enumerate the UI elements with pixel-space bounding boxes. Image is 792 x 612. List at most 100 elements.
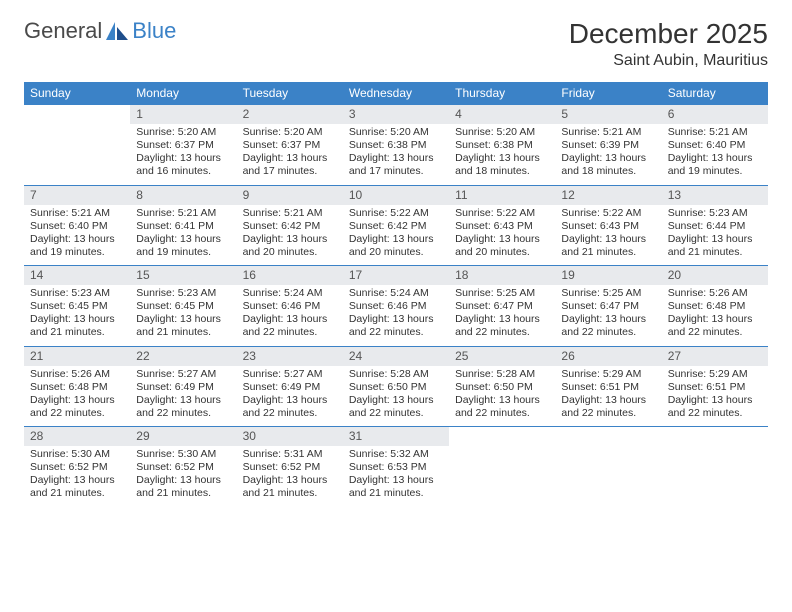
calendar-day-cell: 21Sunrise: 5:26 AMSunset: 6:48 PMDayligh… — [24, 346, 130, 427]
calendar-week-row: . 1Sunrise: 5:20 AMSunset: 6:37 PMDaylig… — [24, 105, 768, 186]
daylight-text: Daylight: 13 hours and 22 minutes. — [243, 313, 337, 339]
day-content: Sunrise: 5:22 AMSunset: 6:43 PMDaylight:… — [555, 205, 661, 266]
day-content: Sunrise: 5:25 AMSunset: 6:47 PMDaylight:… — [449, 285, 555, 346]
sunset-text: Sunset: 6:46 PM — [349, 300, 443, 313]
sunrise-text: Sunrise: 5:29 AM — [561, 368, 655, 381]
daylight-text: Daylight: 13 hours and 19 minutes. — [668, 152, 762, 178]
day-number: 12 — [555, 186, 661, 205]
calendar-day-cell: 26Sunrise: 5:29 AMSunset: 6:51 PMDayligh… — [555, 346, 661, 427]
calendar-week-row: 28Sunrise: 5:30 AMSunset: 6:52 PMDayligh… — [24, 427, 768, 507]
calendar-day-cell: 25Sunrise: 5:28 AMSunset: 6:50 PMDayligh… — [449, 346, 555, 427]
day-number: 13 — [662, 186, 768, 205]
calendar-body: . 1Sunrise: 5:20 AMSunset: 6:37 PMDaylig… — [24, 105, 768, 507]
day-content: Sunrise: 5:21 AMSunset: 6:41 PMDaylight:… — [130, 205, 236, 266]
day-number: 19 — [555, 266, 661, 285]
weekday-header: Sunday — [24, 82, 130, 105]
day-number: 9 — [237, 186, 343, 205]
daylight-text: Daylight: 13 hours and 21 minutes. — [30, 474, 124, 500]
day-content: Sunrise: 5:31 AMSunset: 6:52 PMDaylight:… — [237, 446, 343, 507]
daylight-text: Daylight: 13 hours and 22 minutes. — [349, 313, 443, 339]
calendar-week-row: 14Sunrise: 5:23 AMSunset: 6:45 PMDayligh… — [24, 266, 768, 347]
daylight-text: Daylight: 13 hours and 21 minutes. — [30, 313, 124, 339]
sunrise-text: Sunrise: 5:27 AM — [136, 368, 230, 381]
calendar-day-cell: 5Sunrise: 5:21 AMSunset: 6:39 PMDaylight… — [555, 105, 661, 186]
daylight-text: Daylight: 13 hours and 17 minutes. — [349, 152, 443, 178]
sunrise-text: Sunrise: 5:27 AM — [243, 368, 337, 381]
day-content: Sunrise: 5:28 AMSunset: 6:50 PMDaylight:… — [449, 366, 555, 427]
sunset-text: Sunset: 6:45 PM — [136, 300, 230, 313]
weekday-header: Thursday — [449, 82, 555, 105]
sunset-text: Sunset: 6:52 PM — [30, 461, 124, 474]
sunset-text: Sunset: 6:52 PM — [136, 461, 230, 474]
daylight-text: Daylight: 13 hours and 22 minutes. — [668, 313, 762, 339]
day-content: Sunrise: 5:26 AMSunset: 6:48 PMDaylight:… — [662, 285, 768, 346]
logo: General Blue — [24, 18, 176, 44]
day-content: Sunrise: 5:20 AMSunset: 6:38 PMDaylight:… — [449, 124, 555, 185]
daylight-text: Daylight: 13 hours and 22 minutes. — [455, 313, 549, 339]
daylight-text: Daylight: 13 hours and 19 minutes. — [136, 233, 230, 259]
sunset-text: Sunset: 6:49 PM — [243, 381, 337, 394]
sunset-text: Sunset: 6:48 PM — [668, 300, 762, 313]
sunrise-text: Sunrise: 5:29 AM — [668, 368, 762, 381]
calendar-week-row: 21Sunrise: 5:26 AMSunset: 6:48 PMDayligh… — [24, 346, 768, 427]
day-content: Sunrise: 5:23 AMSunset: 6:44 PMDaylight:… — [662, 205, 768, 266]
sunset-text: Sunset: 6:39 PM — [561, 139, 655, 152]
sunset-text: Sunset: 6:44 PM — [668, 220, 762, 233]
daylight-text: Daylight: 13 hours and 22 minutes. — [136, 394, 230, 420]
daylight-text: Daylight: 13 hours and 22 minutes. — [561, 394, 655, 420]
sunrise-text: Sunrise: 5:22 AM — [349, 207, 443, 220]
daylight-text: Daylight: 13 hours and 21 minutes. — [136, 474, 230, 500]
sunset-text: Sunset: 6:51 PM — [561, 381, 655, 394]
daylight-text: Daylight: 13 hours and 21 minutes. — [243, 474, 337, 500]
daylight-text: Daylight: 13 hours and 22 minutes. — [668, 394, 762, 420]
sunrise-text: Sunrise: 5:24 AM — [243, 287, 337, 300]
sunrise-text: Sunrise: 5:21 AM — [668, 126, 762, 139]
sunset-text: Sunset: 6:40 PM — [668, 139, 762, 152]
logo-word-1: General — [24, 18, 102, 44]
daylight-text: Daylight: 13 hours and 22 minutes. — [243, 394, 337, 420]
day-number: 14 — [24, 266, 130, 285]
day-number: 17 — [343, 266, 449, 285]
sunrise-text: Sunrise: 5:32 AM — [349, 448, 443, 461]
sunset-text: Sunset: 6:48 PM — [30, 381, 124, 394]
calendar-day-cell: 11Sunrise: 5:22 AMSunset: 6:43 PMDayligh… — [449, 185, 555, 266]
calendar-day-cell: 18Sunrise: 5:25 AMSunset: 6:47 PMDayligh… — [449, 266, 555, 347]
day-content: Sunrise: 5:20 AMSunset: 6:37 PMDaylight:… — [130, 124, 236, 185]
sunrise-text: Sunrise: 5:28 AM — [455, 368, 549, 381]
daylight-text: Daylight: 13 hours and 19 minutes. — [30, 233, 124, 259]
day-number: 3 — [343, 105, 449, 124]
sunrise-text: Sunrise: 5:21 AM — [136, 207, 230, 220]
sunrise-text: Sunrise: 5:23 AM — [136, 287, 230, 300]
calendar-table: SundayMondayTuesdayWednesdayThursdayFrid… — [24, 82, 768, 507]
day-number: 29 — [130, 427, 236, 446]
calendar-day-cell: 22Sunrise: 5:27 AMSunset: 6:49 PMDayligh… — [130, 346, 236, 427]
title-block: December 2025 Saint Aubin, Mauritius — [569, 18, 768, 70]
day-content: Sunrise: 5:28 AMSunset: 6:50 PMDaylight:… — [343, 366, 449, 427]
sunrise-text: Sunrise: 5:22 AM — [455, 207, 549, 220]
sunset-text: Sunset: 6:42 PM — [243, 220, 337, 233]
calendar-day-cell: 13Sunrise: 5:23 AMSunset: 6:44 PMDayligh… — [662, 185, 768, 266]
weekday-header: Wednesday — [343, 82, 449, 105]
day-number: 1 — [130, 105, 236, 124]
sunset-text: Sunset: 6:50 PM — [455, 381, 549, 394]
sunrise-text: Sunrise: 5:25 AM — [455, 287, 549, 300]
calendar-day-cell: 30Sunrise: 5:31 AMSunset: 6:52 PMDayligh… — [237, 427, 343, 507]
day-number: 31 — [343, 427, 449, 446]
sunset-text: Sunset: 6:38 PM — [455, 139, 549, 152]
sunrise-text: Sunrise: 5:21 AM — [30, 207, 124, 220]
sunset-text: Sunset: 6:38 PM — [349, 139, 443, 152]
daylight-text: Daylight: 13 hours and 22 minutes. — [455, 394, 549, 420]
sunset-text: Sunset: 6:41 PM — [136, 220, 230, 233]
calendar-day-cell: 24Sunrise: 5:28 AMSunset: 6:50 PMDayligh… — [343, 346, 449, 427]
sunset-text: Sunset: 6:45 PM — [30, 300, 124, 313]
calendar-day-cell: 17Sunrise: 5:24 AMSunset: 6:46 PMDayligh… — [343, 266, 449, 347]
calendar-day-cell: . — [24, 105, 130, 186]
daylight-text: Daylight: 13 hours and 20 minutes. — [455, 233, 549, 259]
sunset-text: Sunset: 6:47 PM — [561, 300, 655, 313]
calendar-day-cell: 3Sunrise: 5:20 AMSunset: 6:38 PMDaylight… — [343, 105, 449, 186]
calendar-day-cell: . — [662, 427, 768, 507]
day-number: 8 — [130, 186, 236, 205]
sunrise-text: Sunrise: 5:20 AM — [136, 126, 230, 139]
calendar-day-cell: 2Sunrise: 5:20 AMSunset: 6:37 PMDaylight… — [237, 105, 343, 186]
daylight-text: Daylight: 13 hours and 17 minutes. — [243, 152, 337, 178]
